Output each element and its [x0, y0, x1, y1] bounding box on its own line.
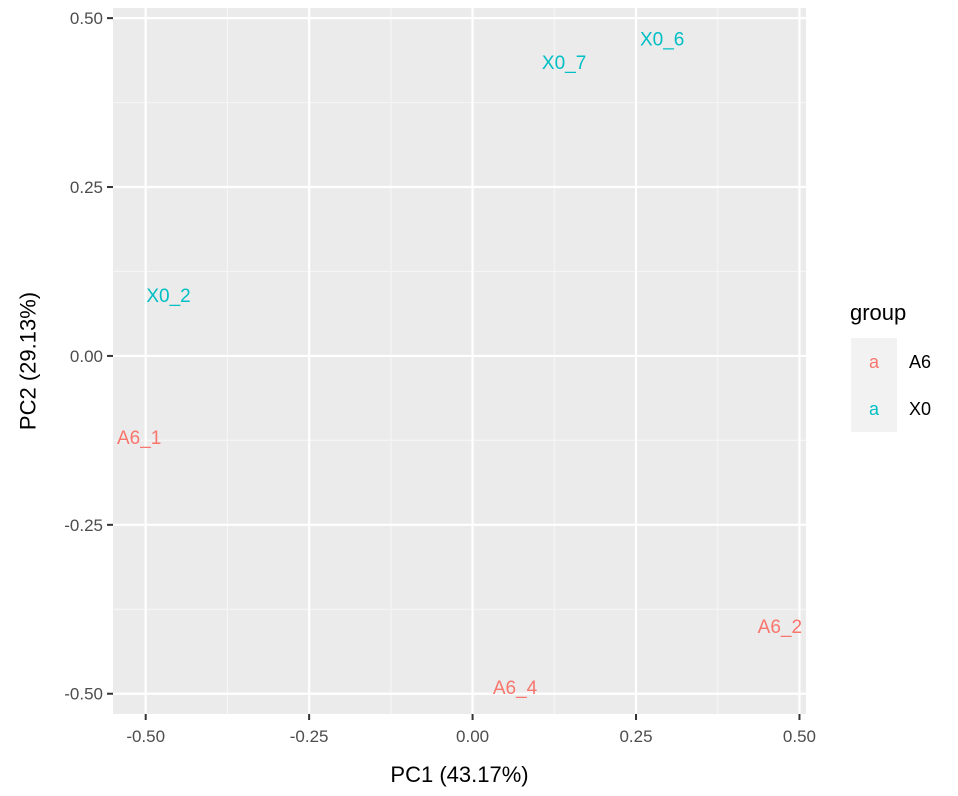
x-tick-label: 0.25 [619, 727, 652, 746]
legend: group a A6 a X0 [850, 300, 931, 432]
legend-label-a6: A6 [909, 352, 931, 372]
y-tick-label: -0.50 [64, 685, 103, 704]
y-tick-label: 0.25 [70, 178, 103, 197]
legend-entries: a A6 a X0 [851, 338, 931, 432]
point-label-x0-6: X0_6 [640, 29, 684, 50]
point-label-x0-7: X0_7 [542, 53, 586, 74]
y-tick-label: 0.00 [70, 347, 103, 366]
legend-title: group [850, 300, 906, 325]
legend-key-glyph: a [869, 399, 880, 419]
x-tick-label: 0.50 [783, 727, 816, 746]
axis-ticks: -0.50 -0.25 0.00 0.25 0.50 -0.50 -0.25 0.00 0.25… [64, 9, 816, 746]
legend-label-x0: X0 [909, 399, 931, 419]
x-axis-title: PC1 (43.17%) [390, 762, 528, 787]
plot-panel [113, 8, 806, 714]
y-tick-label: 0.50 [70, 9, 103, 28]
point-label-a6-2: A6_2 [758, 617, 802, 638]
x-tick-label: -0.25 [290, 727, 329, 746]
legend-key-glyph: a [869, 352, 880, 372]
x-tick-label: -0.50 [126, 727, 165, 746]
y-tick-label: -0.25 [64, 516, 103, 535]
legend-key-a6 [851, 338, 897, 385]
minor-gridlines [113, 8, 806, 714]
point-label-a6-1: A6_1 [117, 428, 161, 449]
point-label-x0-2: X0_2 [146, 286, 190, 307]
legend-key-x0 [851, 385, 897, 432]
major-gridlines [113, 8, 806, 714]
y-axis-title: PC2 (29.13%) [16, 292, 41, 430]
x-tick-label: 0.00 [456, 727, 489, 746]
point-label-a6-4: A6_4 [493, 678, 538, 699]
data-points: X0_6 X0_7 X0_2 A6_1 A6_2 A6_4 [117, 29, 802, 699]
